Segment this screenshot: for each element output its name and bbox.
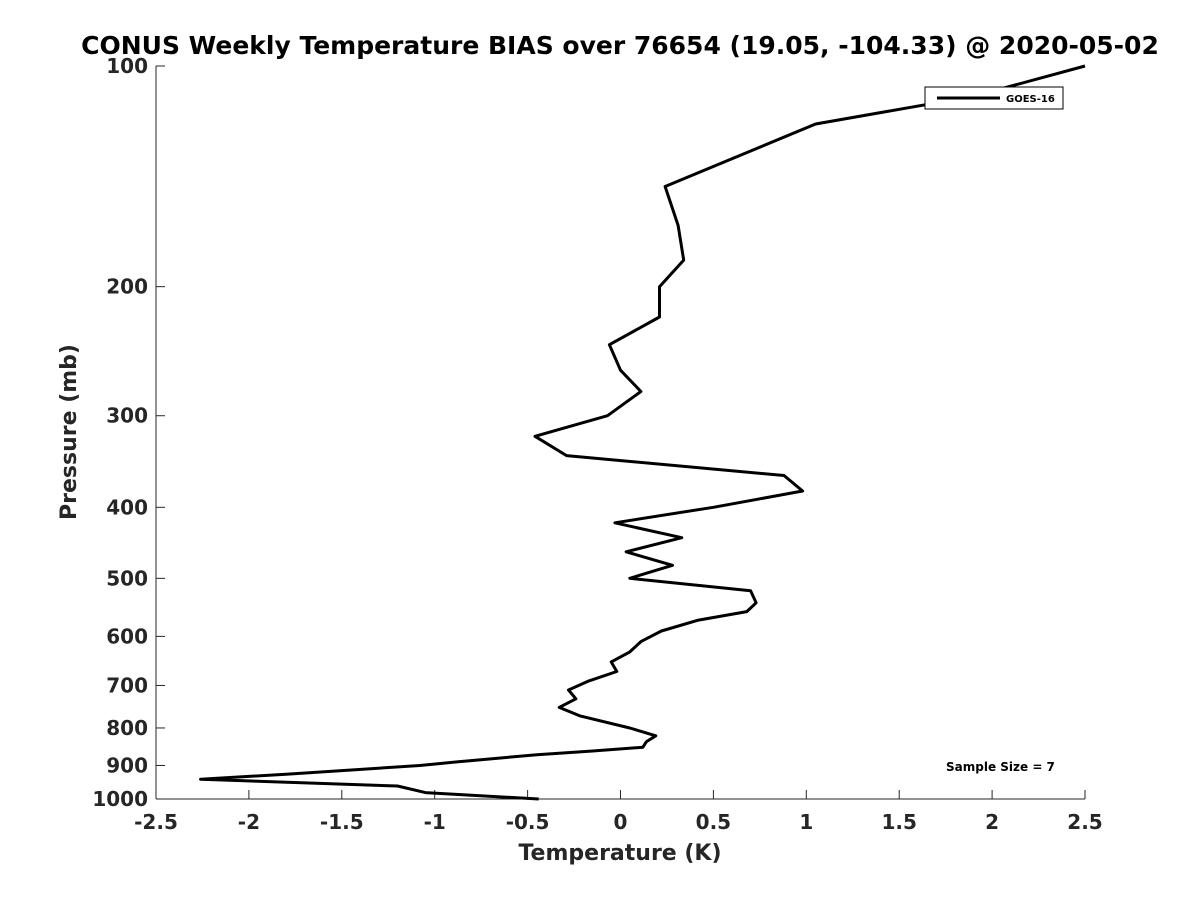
y-tick-label: 300 [106, 404, 148, 428]
x-tick-label: -2 [238, 810, 260, 834]
y-tick-label: 100 [106, 54, 148, 78]
plot-area [156, 66, 1085, 799]
axes: -2.5 -2 -1.5 -1 -0.5 0 0.5 1 1.5 2 2.5 100 200 300 400… [92, 54, 1102, 834]
y-tick-label: 500 [106, 566, 148, 590]
x-tick-label: -1 [424, 810, 446, 834]
sample-size-annotation: Sample Size = 7 [946, 760, 1055, 774]
x-tick-label: -2.5 [134, 810, 178, 834]
x-tick-label: 1.5 [881, 810, 916, 834]
legend-label-goes-16: GOES-16 [1006, 94, 1055, 105]
x-tick-label: 0.5 [696, 810, 731, 834]
y-tick-label: 700 [106, 673, 148, 697]
x-tick-label: -0.5 [506, 810, 550, 834]
x-axis-label: Temperature (K) [518, 841, 721, 866]
x-tick-label: 2.5 [1067, 810, 1102, 834]
x-tick-label: 0 [614, 810, 628, 834]
y-axis-label: Pressure (mb) [57, 344, 82, 520]
y-tick-label: 200 [106, 275, 148, 299]
plot-series [199, 64, 1086, 801]
chart-title: CONUS Weekly Temperature BIAS over 76654… [81, 31, 1159, 60]
y-tick-label: 900 [106, 753, 148, 777]
y-tick-label: 800 [106, 716, 148, 740]
y-tick-label: 600 [106, 624, 148, 648]
x-tick-label: 1 [799, 810, 813, 834]
y-tick-label: 1000 [92, 787, 148, 811]
legend: GOES-16 [924, 86, 1064, 110]
x-tick-label: -1.5 [320, 810, 364, 834]
series-line-goes-16 [199, 64, 1086, 801]
y-tick-label: 400 [106, 495, 148, 519]
x-tick-label: 2 [985, 810, 999, 834]
